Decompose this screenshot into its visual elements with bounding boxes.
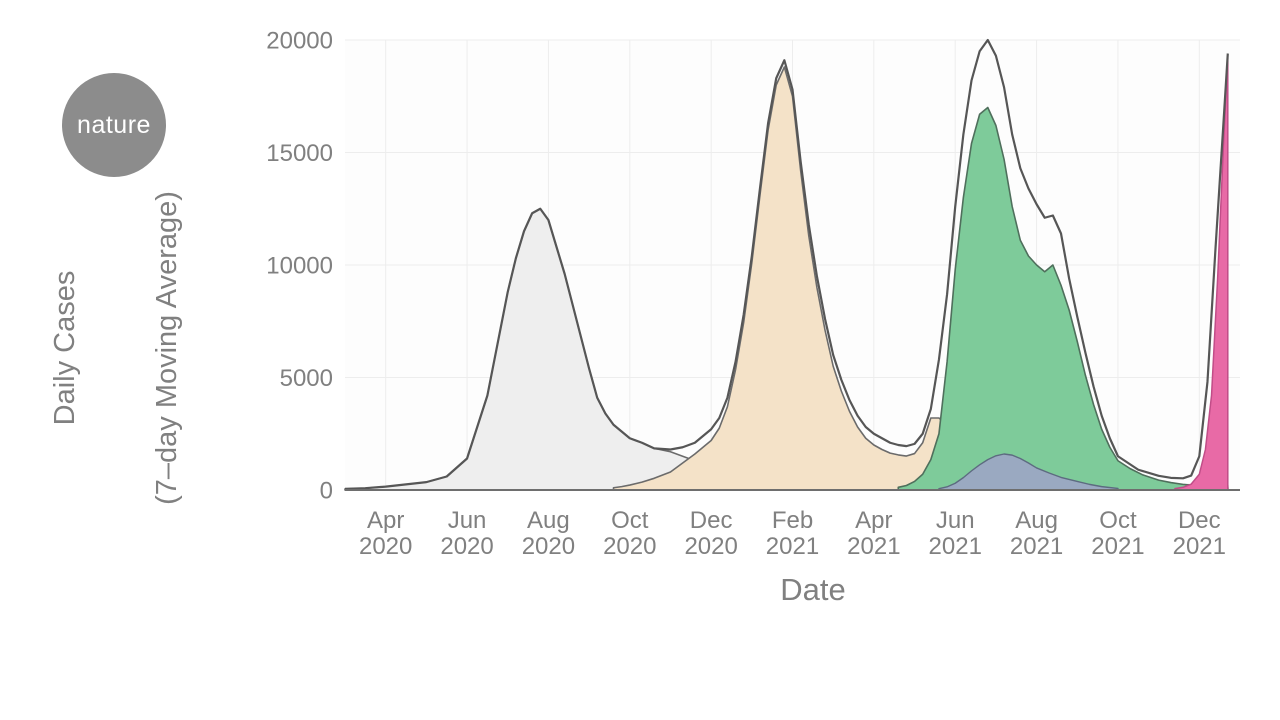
x-tick-label: Oct2020 [603, 507, 656, 560]
y-axis-label-line2: (7–day Moving Average) [151, 191, 184, 505]
y-axis-label-line1: Daily Cases [49, 191, 82, 505]
svg-text:Aug: Aug [527, 507, 570, 534]
svg-text:2021: 2021 [1091, 533, 1144, 560]
svg-text:2021: 2021 [847, 533, 900, 560]
svg-text:2020: 2020 [359, 533, 412, 560]
svg-text:Dec: Dec [1178, 507, 1221, 534]
svg-text:Dec: Dec [690, 507, 733, 534]
x-tick-label: Feb2021 [766, 507, 819, 560]
y-tick-label: 20000 [266, 27, 333, 54]
svg-text:2021: 2021 [766, 533, 819, 560]
svg-text:Feb: Feb [772, 507, 813, 534]
x-tick-label: Apr2021 [847, 507, 900, 560]
x-tick-label: Apr2020 [359, 507, 412, 560]
svg-text:Aug: Aug [1015, 507, 1058, 534]
svg-text:2020: 2020 [522, 533, 575, 560]
x-tick-label: Dec2020 [684, 507, 737, 560]
x-tick-label: Jun2021 [929, 507, 982, 560]
x-tick-label: Jun2020 [440, 507, 493, 560]
x-tick-label: Oct2021 [1091, 507, 1144, 560]
y-axis-label: Daily Cases (7–day Moving Average) [0, 191, 250, 505]
x-axis-label: Date [713, 572, 913, 608]
svg-text:2020: 2020 [684, 533, 737, 560]
svg-text:Jun: Jun [448, 507, 487, 534]
x-tick-label: Dec2021 [1173, 507, 1226, 560]
svg-text:2021: 2021 [929, 533, 982, 560]
svg-text:Oct: Oct [611, 507, 649, 534]
x-tick-label: Aug2020 [522, 507, 575, 560]
svg-text:Apr: Apr [367, 507, 404, 534]
y-tick-label: 10000 [266, 252, 333, 279]
svg-text:Apr: Apr [855, 507, 892, 534]
chart-stage: nature 05000100001500020000Apr2020Jun202… [0, 0, 1280, 720]
y-tick-label: 15000 [266, 140, 333, 167]
svg-text:Jun: Jun [936, 507, 975, 534]
svg-text:2020: 2020 [440, 533, 493, 560]
svg-text:2020: 2020 [603, 533, 656, 560]
y-tick-label: 0 [320, 477, 333, 504]
svg-text:2021: 2021 [1173, 533, 1226, 560]
svg-text:2021: 2021 [1010, 533, 1063, 560]
x-tick-label: Aug2021 [1010, 507, 1063, 560]
y-tick-label: 5000 [280, 365, 333, 392]
svg-text:Oct: Oct [1099, 507, 1137, 534]
